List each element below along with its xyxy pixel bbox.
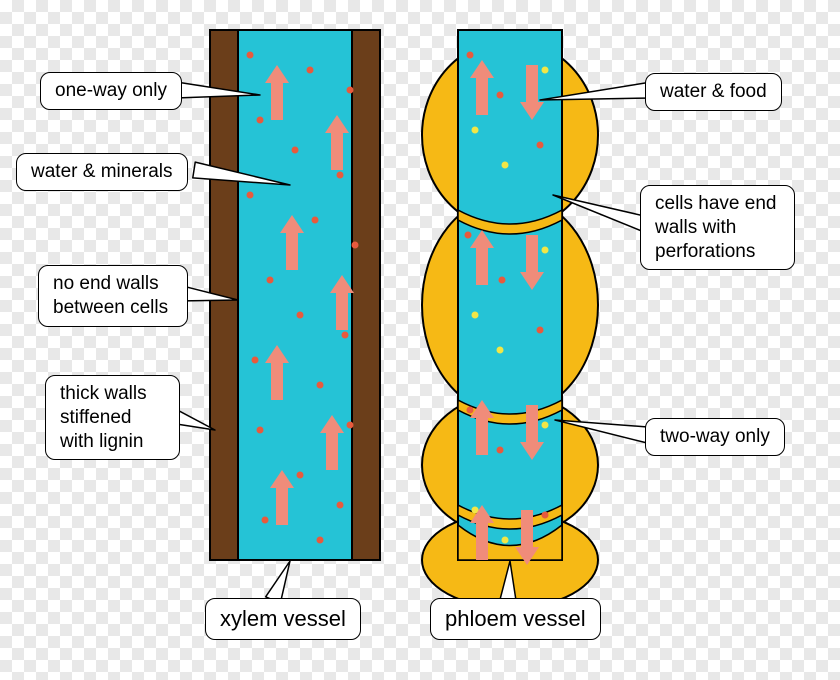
label-no-end-walls: no end walls between cells	[38, 265, 188, 327]
label-phloem-vessel: phloem vessel	[430, 598, 601, 640]
label-xylem-vessel: xylem vessel	[205, 598, 361, 640]
label-perforations: cells have end walls with perforations	[640, 185, 795, 270]
label-water-minerals: water & minerals	[16, 153, 188, 191]
label-thick-walls: thick walls stiffened with lignin	[45, 375, 180, 460]
label-two-way: two-way only	[645, 418, 785, 456]
label-one-way: one-way only	[40, 72, 182, 110]
label-water-food: water & food	[645, 73, 782, 111]
diagram-canvas: one-way only water & minerals no end wal…	[0, 0, 840, 680]
